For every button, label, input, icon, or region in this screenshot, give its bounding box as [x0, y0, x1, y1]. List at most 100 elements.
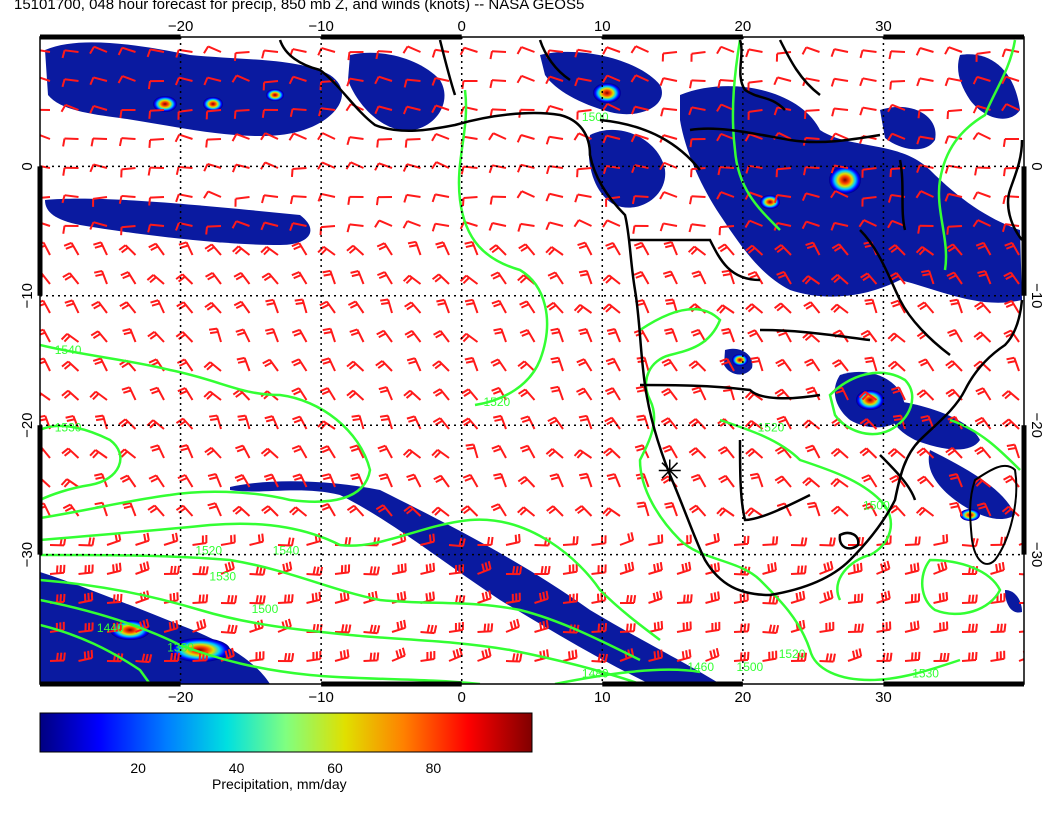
wind-barb: [847, 593, 864, 604]
wind-barb: [717, 166, 735, 176]
wind-barb: [1018, 650, 1024, 662]
wind-barb: [1004, 300, 1020, 314]
wind-barb: [774, 475, 792, 488]
wind-barb: [375, 504, 393, 517]
contour-label: 1440: [97, 621, 124, 635]
wind-barb: [591, 653, 609, 663]
wind-barb: [975, 51, 991, 62]
wind-barb: [402, 448, 422, 459]
wind-barb: [915, 506, 935, 517]
wind-barb: [944, 192, 963, 202]
wind-barb: [106, 562, 122, 575]
graticule: [40, 37, 1024, 684]
wind-barb: [306, 650, 322, 662]
wind-barb: [648, 590, 663, 604]
wind-barb: [89, 390, 108, 401]
contour-label: 1500: [252, 602, 279, 616]
wind-barb: [49, 652, 66, 662]
wind-barb: [659, 222, 678, 232]
wind-barb: [374, 219, 393, 228]
wind-barb: [231, 163, 250, 173]
wind-barb: [63, 241, 80, 256]
wind-barb: [576, 387, 593, 401]
wind-barb: [830, 132, 849, 141]
wind-barb: [859, 106, 877, 116]
lat-tick-label-left: −30: [19, 542, 36, 567]
wind-barb: [431, 273, 450, 285]
wind-barb: [630, 105, 649, 115]
wind-barb: [220, 560, 235, 575]
wind-barb: [178, 241, 194, 256]
wind-barb: [830, 190, 849, 199]
wind-barb: [562, 593, 579, 604]
wind-barb: [204, 446, 222, 459]
wind-barb: [62, 272, 80, 285]
wind-barb: [933, 560, 948, 575]
wind-barb: [904, 562, 920, 575]
wind-barb: [1001, 75, 1020, 85]
wind-barb: [92, 196, 108, 207]
wind-barb: [619, 594, 637, 605]
wind-barb: [220, 595, 238, 605]
wind-barb: [207, 473, 222, 488]
station-marker-stroke: [661, 462, 679, 479]
wind-barb: [49, 564, 66, 575]
wind-barb: [231, 74, 250, 83]
wind-barb: [662, 444, 678, 459]
wind-barb: [433, 329, 450, 343]
wind-barb: [363, 652, 380, 662]
wind-barb: [801, 275, 821, 285]
wind-barb: [117, 75, 136, 84]
wind-barb: [346, 244, 365, 256]
wind-barb: [420, 624, 438, 635]
wind-barb: [775, 167, 792, 178]
wind-barb: [120, 167, 136, 178]
wind-barb: [263, 473, 279, 488]
wind-barb: [431, 133, 450, 142]
wind-barb: [265, 298, 279, 314]
wind-barb: [688, 195, 706, 205]
wind-barb: [78, 564, 94, 575]
wind-barb: [346, 77, 364, 87]
wind-barb: [577, 241, 593, 256]
wind-barb: [633, 270, 650, 285]
wind-barb: [831, 359, 849, 372]
wind-barb: [606, 473, 621, 488]
wind-barb: [90, 137, 108, 147]
wind-barb: [664, 327, 678, 343]
wind-barb: [464, 298, 479, 314]
wind-barb: [60, 478, 80, 488]
wind-barb: [830, 447, 849, 459]
wind-barb: [431, 77, 450, 86]
wind-barb: [64, 299, 80, 314]
wind-barb: [546, 301, 564, 314]
wind-barb: [688, 447, 707, 459]
wind-barb: [602, 274, 621, 285]
wind-barb: [192, 618, 207, 633]
wind-barb: [747, 80, 763, 91]
lon-tick-label-bottom: 20: [735, 689, 752, 706]
wind-barb: [915, 190, 934, 199]
wind-barb: [291, 358, 308, 372]
wind-barb: [775, 358, 792, 372]
wind-barb: [859, 77, 877, 87]
wind-barb: [117, 46, 136, 56]
wind-barb: [591, 623, 608, 633]
wind-barb: [776, 270, 792, 285]
wind-barb: [347, 51, 364, 61]
wind-barb: [807, 501, 821, 517]
wind-barb: [915, 47, 934, 56]
wind-barb: [163, 565, 181, 575]
wind-barb: [774, 244, 792, 256]
colorbar-tick-label: 20: [130, 760, 146, 776]
wind-barb: [391, 563, 407, 575]
wind-barb: [346, 136, 364, 146]
contour-label: 1540: [55, 343, 82, 357]
wind-barb: [517, 360, 536, 372]
wind-barb: [705, 591, 721, 604]
wind-barb: [1018, 602, 1024, 605]
wind-barb: [859, 49, 877, 59]
wind-barb: [534, 590, 549, 604]
wind-barb: [691, 386, 707, 401]
wind-barb: [516, 46, 535, 55]
